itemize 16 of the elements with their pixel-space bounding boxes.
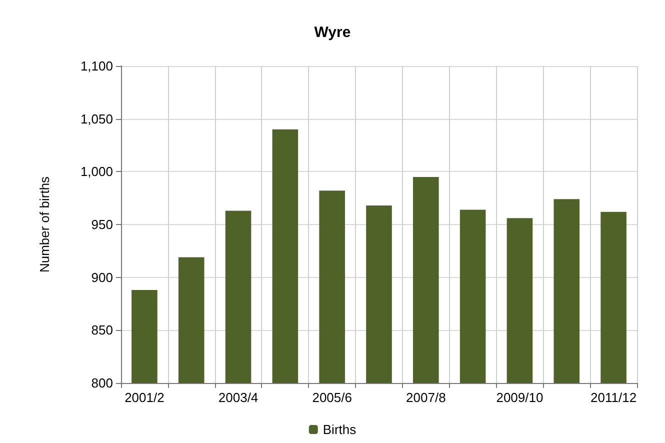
y-tick-label: 1,000 xyxy=(80,164,113,180)
y-tick-label: 1,100 xyxy=(80,58,113,74)
x-tick-label: 2003/4 xyxy=(218,390,258,405)
x-tick-label: 2011/12 xyxy=(590,390,637,405)
x-tick-label: 2007/8 xyxy=(406,390,446,405)
y-tick-label: 1,050 xyxy=(80,111,113,126)
legend-label: Births xyxy=(322,422,357,437)
y-tick-label: 950 xyxy=(91,217,113,232)
x-tick-label: 2005/6 xyxy=(312,390,352,405)
x-tick-label: 2001/2 xyxy=(124,390,164,405)
y-axis-title: Number of births xyxy=(37,176,52,273)
x-tick-label: 2009/10 xyxy=(496,390,544,405)
y-tick-label: 800 xyxy=(91,376,113,390)
y-tick-label: 900 xyxy=(91,270,113,285)
chart-title: Wyre xyxy=(314,24,351,41)
y-tick-label: 850 xyxy=(91,322,113,338)
